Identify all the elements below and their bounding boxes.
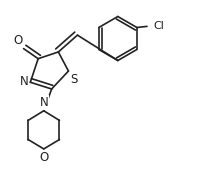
Text: O: O: [39, 151, 48, 164]
Text: Cl: Cl: [153, 21, 164, 31]
Text: S: S: [70, 73, 78, 86]
Text: O: O: [13, 34, 22, 47]
Text: N: N: [39, 96, 48, 109]
Text: N: N: [20, 75, 28, 88]
